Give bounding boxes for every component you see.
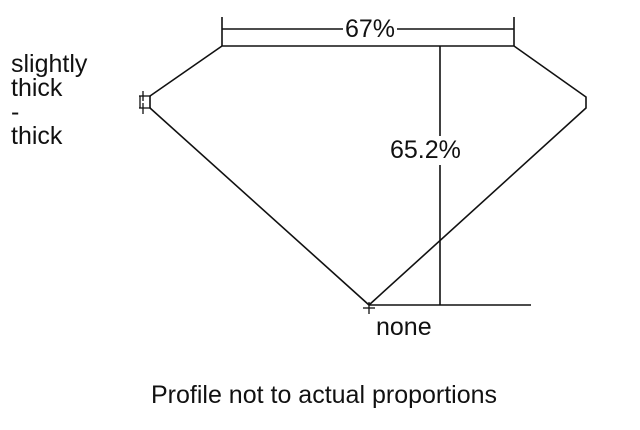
girdle-markers bbox=[139, 91, 151, 114]
depth-percent-label: 65.2% bbox=[390, 136, 461, 165]
table-percent-label: 67% bbox=[343, 15, 398, 43]
girdle-label: slightly thick - thick bbox=[11, 50, 88, 150]
culet-marker bbox=[363, 302, 375, 314]
proportions-note: Profile not to actual proportions bbox=[151, 381, 498, 409]
girdle-label-line: slightly bbox=[11, 50, 88, 78]
girdle-label-line: thick bbox=[11, 122, 63, 150]
gem-outline bbox=[149, 45, 587, 307]
culet-label: none bbox=[376, 313, 432, 341]
girdle-label-line: - bbox=[11, 98, 20, 126]
girdle-label-line: thick bbox=[11, 74, 63, 102]
